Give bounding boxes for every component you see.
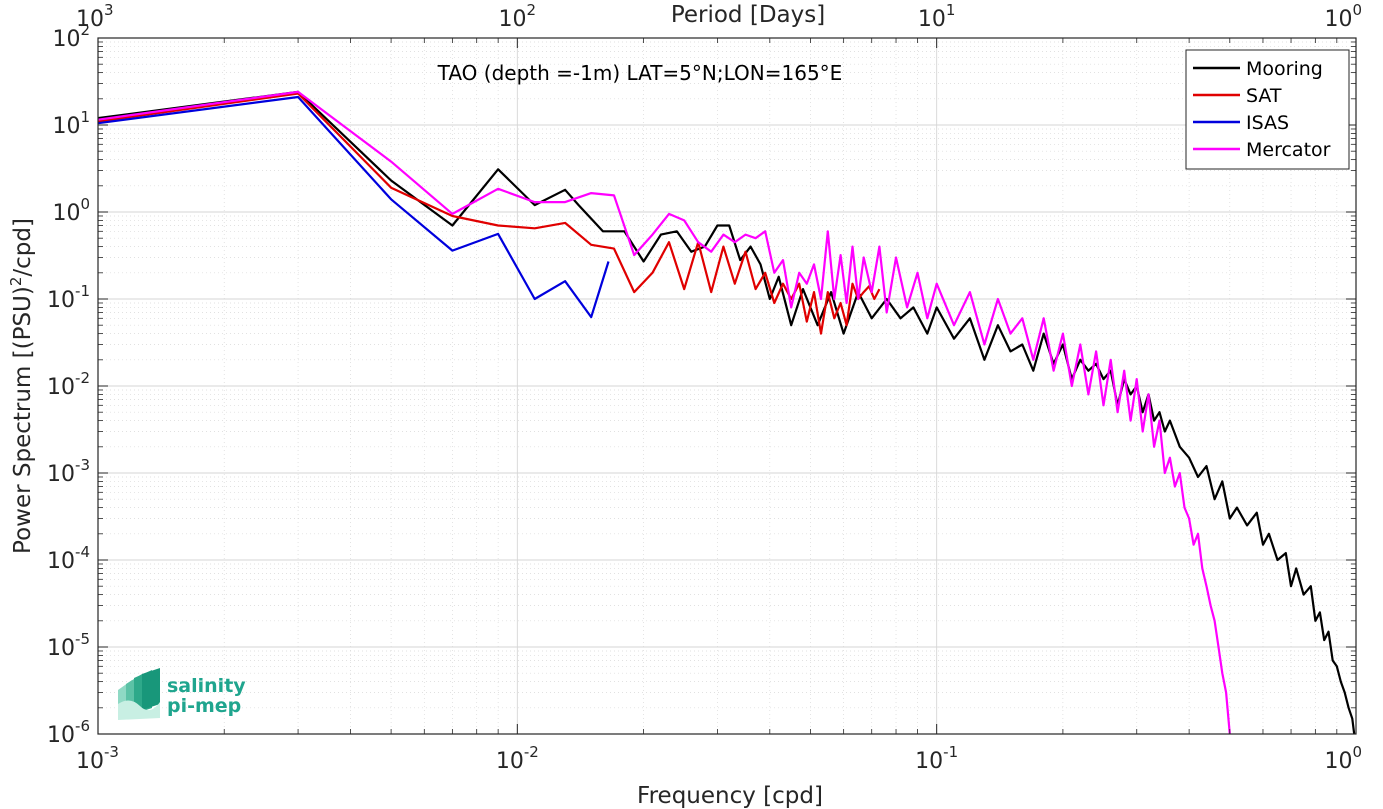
top-tick-label: 103 xyxy=(76,1,114,32)
y-tick-label-exponent: -5 xyxy=(75,630,90,648)
y-axis-label-tail: /cpd] xyxy=(10,218,36,277)
x-tick-label: 10-3 xyxy=(76,743,119,774)
top-tick-label-base: 10 xyxy=(76,7,104,32)
tick-marks xyxy=(97,37,1357,735)
y-tick-label: 10-1 xyxy=(47,282,90,313)
y-tick-label-base: 10 xyxy=(47,375,75,400)
legend: Mooring SAT ISAS Mercator xyxy=(1185,49,1350,170)
y-tick-label-base: 10 xyxy=(47,288,75,313)
top-tick-label-base: 10 xyxy=(499,7,527,32)
top-tick-label-base: 10 xyxy=(918,7,946,32)
x-tick-label: 10-2 xyxy=(496,743,539,774)
top-tick-label: 100 xyxy=(1324,1,1362,32)
y-tick-label: 100 xyxy=(52,195,90,226)
legend-label-mooring: Mooring xyxy=(1246,58,1323,80)
series-line-mercator xyxy=(97,90,1231,735)
legend-label-isas: ISAS xyxy=(1246,112,1289,134)
y-tick-label-base: 10 xyxy=(47,636,75,661)
top-tick-label-exponent: 1 xyxy=(946,1,956,19)
top-tick-label-exponent: 2 xyxy=(527,1,537,19)
top-tick-label-exponent: 3 xyxy=(104,1,114,19)
top-tick-label: 102 xyxy=(499,1,537,32)
y-tick-label-base: 10 xyxy=(47,549,75,574)
x-tick-label-base: 10 xyxy=(496,749,524,774)
x-tick-label-base: 10 xyxy=(915,749,943,774)
y-tick-label-base: 10 xyxy=(52,201,80,226)
series-layer xyxy=(97,90,1356,735)
series-line-sat xyxy=(97,92,881,335)
top-tick-label-base: 10 xyxy=(1324,7,1352,32)
y-tick-label-exponent: -6 xyxy=(75,717,90,735)
y-axis-label-superscript: 2 xyxy=(7,277,25,287)
chart-annotation: TAO (depth =-1m) LAT=5°N;LON=165°E xyxy=(437,61,843,85)
logo-text-salinity: salinity xyxy=(167,675,246,697)
y-tick-label-exponent: -2 xyxy=(75,369,90,387)
y-tick-label-base: 10 xyxy=(47,723,75,748)
y-tick-label: 10-4 xyxy=(47,543,90,574)
y-tick-label: 10-6 xyxy=(47,717,90,748)
y-tick-label-exponent: -4 xyxy=(75,543,90,561)
y-tick-label-exponent: 0 xyxy=(80,195,90,213)
legend-label-mercator: Mercator xyxy=(1246,139,1331,161)
x-tick-label-exponent: 0 xyxy=(1352,743,1362,761)
y-tick-label-exponent: -1 xyxy=(75,282,90,300)
y-tick-label-exponent: 2 xyxy=(80,21,90,39)
x-tick-label-exponent: -2 xyxy=(524,743,539,761)
y-tick-label: 102 xyxy=(52,21,90,52)
top-tick-label-exponent: 0 xyxy=(1352,1,1362,19)
x-tick-label-exponent: -1 xyxy=(943,743,958,761)
x-tick-label-exponent: -3 xyxy=(104,743,119,761)
series-line-mooring xyxy=(97,90,1356,735)
y-tick-label-base: 10 xyxy=(52,27,80,52)
y-tick-label-exponent: -3 xyxy=(75,456,90,474)
legend-label-sat: SAT xyxy=(1246,85,1282,107)
x-tick-label: 10-1 xyxy=(915,743,958,774)
y-tick-label: 10-5 xyxy=(47,630,90,661)
y-tick-label-exponent: 1 xyxy=(80,108,90,126)
logo-mark xyxy=(118,668,160,720)
salinity-pi-mep-logo: salinity pi-mep xyxy=(118,668,246,720)
y-tick-label-base: 10 xyxy=(47,462,75,487)
top-axis-label: Period [Days] xyxy=(671,2,825,28)
logo-text-pi-mep: pi-mep xyxy=(167,695,241,717)
y-axis-label-main: Power Spectrum [(PSU) xyxy=(10,286,36,554)
y-tick-label: 10-3 xyxy=(47,456,90,487)
top-tick-label: 101 xyxy=(918,1,956,32)
y-tick-label: 101 xyxy=(52,108,90,139)
x-tick-label-base: 10 xyxy=(1324,749,1352,774)
x-axis-label: Frequency [cpd] xyxy=(637,783,823,809)
y-tick-label-base: 10 xyxy=(52,114,80,139)
y-axis-label: Power Spectrum [(PSU)2/cpd] xyxy=(7,218,36,554)
x-tick-label: 100 xyxy=(1324,743,1362,774)
y-tick-label: 10-2 xyxy=(47,369,90,400)
x-tick-label-base: 10 xyxy=(76,749,104,774)
series-line-isas xyxy=(97,95,610,319)
